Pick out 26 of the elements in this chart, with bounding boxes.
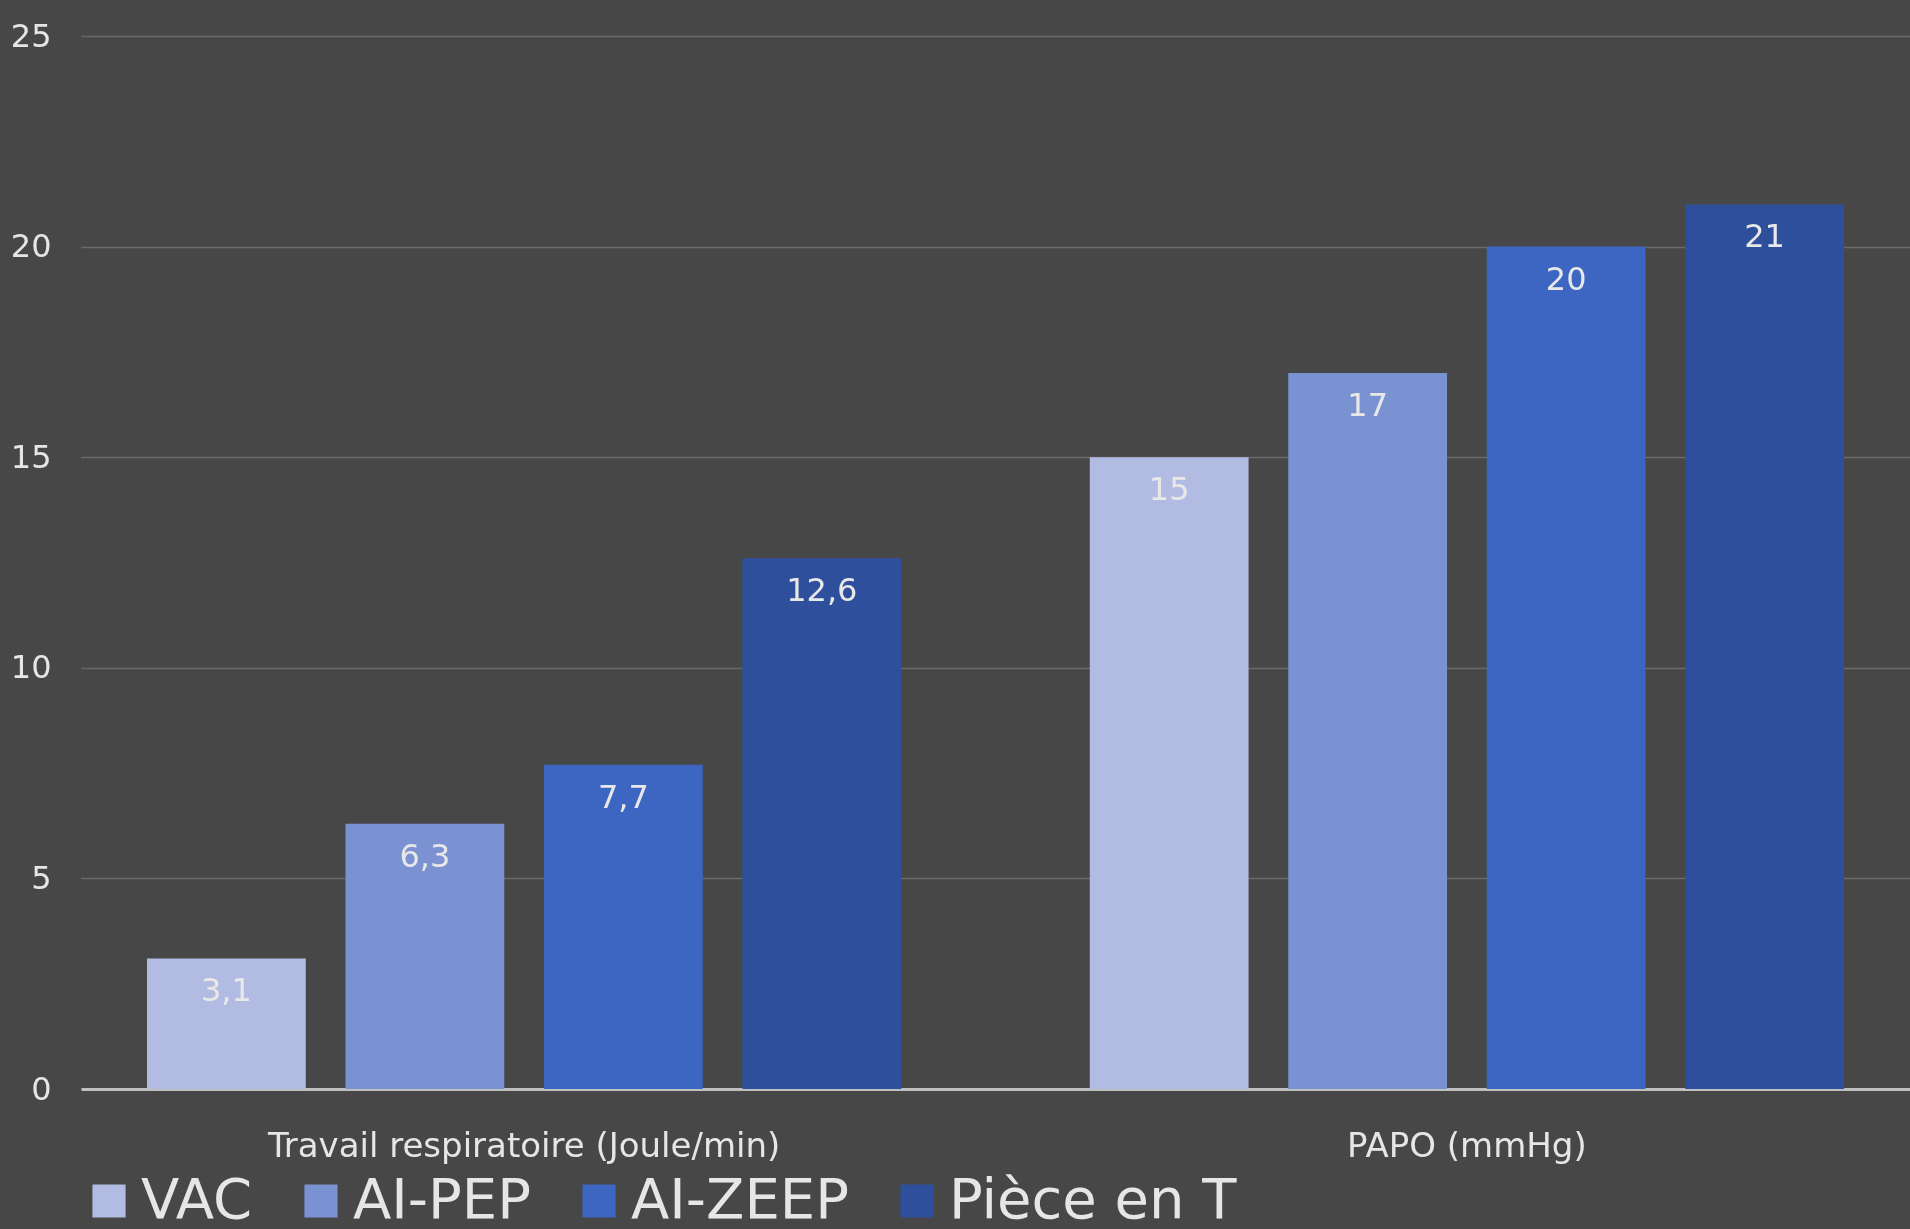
legend-label: AI-PEP: [353, 1166, 531, 1229]
data-label: 21: [1744, 217, 1785, 256]
y-tick-label: 20: [10, 227, 52, 266]
x-tick-label: PAPO (mmHg): [1347, 1124, 1587, 1165]
data-label: 12,6: [786, 571, 858, 610]
bar: [345, 823, 505, 1089]
y-tick-label: 5: [31, 858, 52, 897]
x-tick-label: Travail respiratoire (Joule/min): [266, 1124, 781, 1165]
y-tick-label: 10: [10, 648, 52, 687]
bar: [146, 958, 306, 1089]
bar: [1288, 372, 1448, 1089]
data-label: 17: [1347, 385, 1389, 424]
legend-label: VAC: [141, 1166, 253, 1229]
data-label: 6,3: [399, 836, 451, 875]
legend-label: AI-ZEEP: [631, 1166, 849, 1229]
bar: [1486, 246, 1646, 1089]
bar: [543, 764, 703, 1089]
bar: [742, 558, 902, 1089]
legend-label: Pièce en T: [949, 1166, 1238, 1229]
data-label: 7,7: [597, 777, 649, 816]
bar: [1089, 457, 1249, 1089]
data-label: 20: [1545, 259, 1587, 298]
y-tick-label: 0: [31, 1069, 52, 1108]
y-tick-label: 25: [10, 16, 52, 55]
y-tick-label: 15: [10, 437, 52, 476]
bar: [1685, 204, 1845, 1089]
